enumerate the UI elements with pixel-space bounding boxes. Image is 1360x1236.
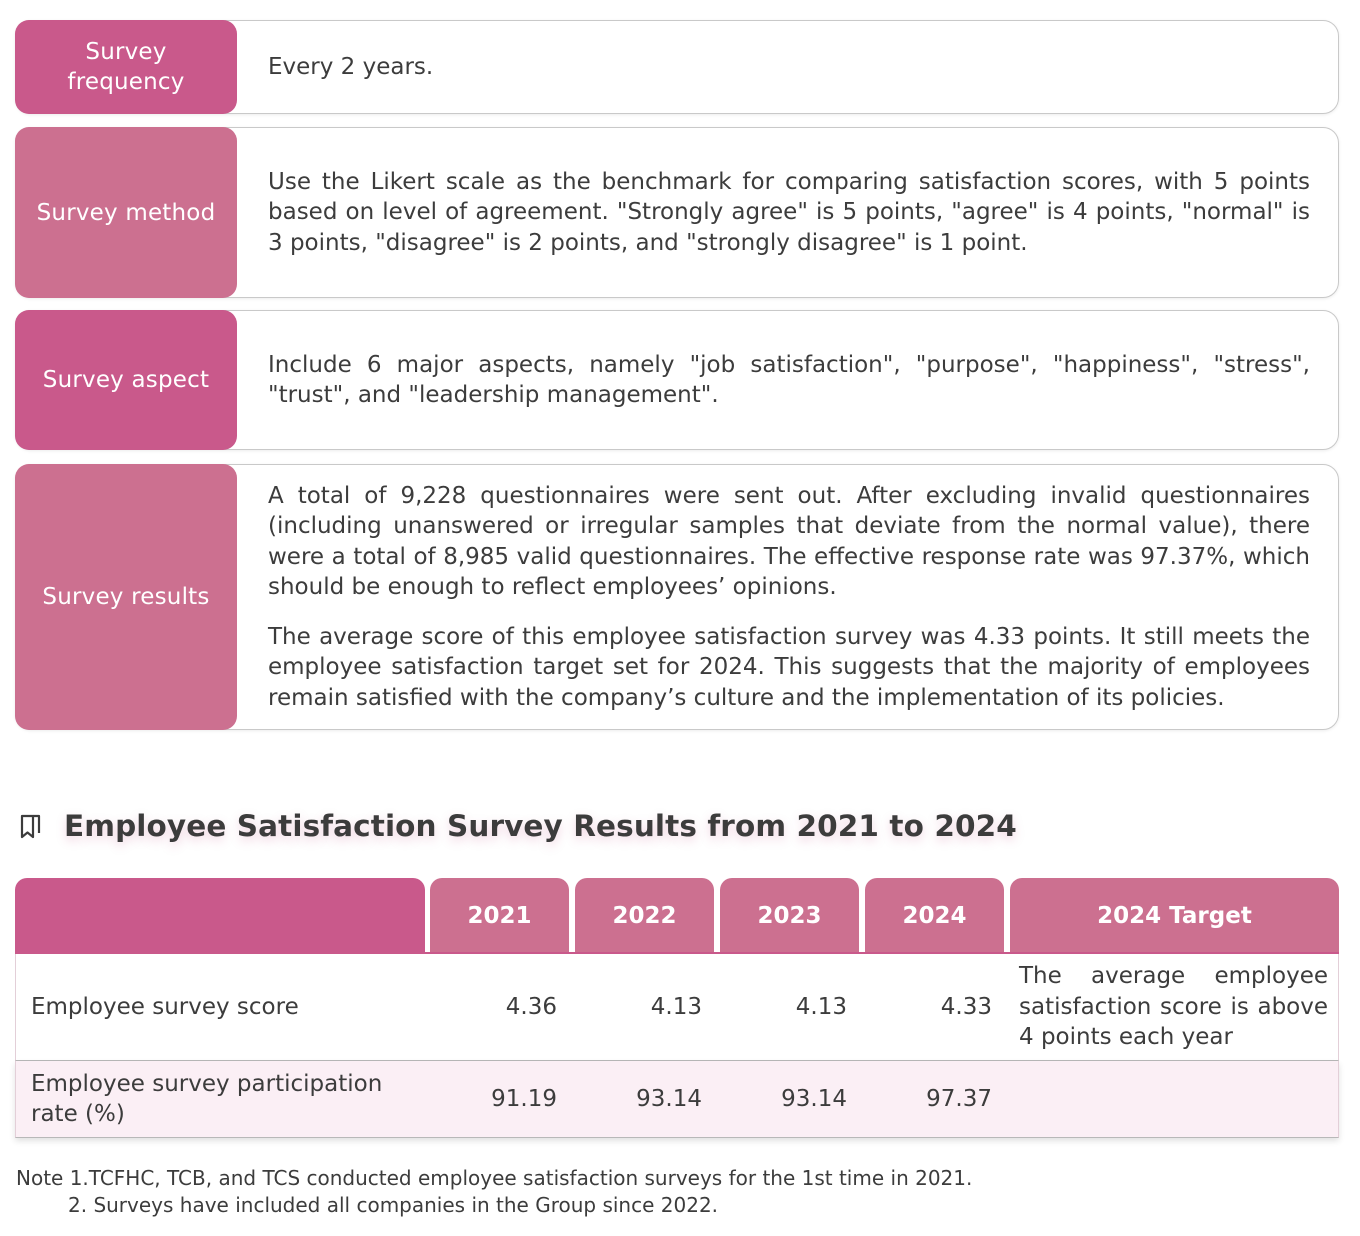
table-header-2024: 2024	[865, 878, 1004, 954]
survey-aspect-text: Include 6 major aspects, namely "job sat…	[268, 351, 1310, 408]
footnote-1: Note 1.TCFHC, TCB, and TCS conducted emp…	[16, 1166, 973, 1190]
table-row: Employee survey score 4.36 4.13 4.13 4.3…	[15, 954, 1339, 1061]
table-header-divider	[15, 952, 1339, 954]
survey-frequency-text-block: Every 2 years.	[268, 21, 1310, 113]
survey-aspect-label: Survey aspect	[15, 310, 237, 450]
row-label-survey-score: Employee survey score	[31, 994, 299, 1020]
survey-method-text-block: Use the Likert scale as the benchmark fo…	[268, 128, 1310, 297]
cell-rate-2023: 93.14	[781, 1086, 847, 1112]
cell-score-2022: 4.13	[650, 994, 702, 1020]
survey-results-text-block: A total of 9,228 questionnaires were sen…	[268, 465, 1310, 729]
survey-aspect-text-block: Include 6 major aspects, namely "job sat…	[268, 311, 1310, 449]
cell-score-target: The average employee satisfaction score …	[1019, 963, 1328, 1051]
table-header-2021: 2021	[430, 878, 569, 954]
info-row-survey-results: Survey results A total of 9,228 question…	[15, 464, 1339, 730]
footnotes: Note 1.TCFHC, TCB, and TCS conducted emp…	[16, 1165, 972, 1219]
info-row-survey-method: Survey method Use the Likert scale as th…	[15, 127, 1339, 298]
cell-rate-2024: 97.37	[926, 1086, 992, 1112]
table-header-target: 2024 Target	[1010, 878, 1339, 954]
section-title: Employee Satisfaction Survey Results fro…	[64, 809, 1017, 843]
table-header-2022: 2022	[575, 878, 714, 954]
cell-rate-2022: 93.14	[636, 1086, 702, 1112]
table-row: Employee survey participation rate (%) 9…	[15, 1061, 1339, 1138]
info-row-survey-aspect: Survey aspect Include 6 major aspects, n…	[15, 310, 1339, 450]
cell-score-2024: 4.33	[940, 994, 992, 1020]
table-header-corner	[15, 878, 425, 954]
cell-score-2023: 4.13	[795, 994, 847, 1020]
survey-results-label: Survey results	[15, 464, 237, 730]
footnote-2: 2. Surveys have included all companies i…	[68, 1193, 719, 1217]
survey-method-label: Survey method	[15, 127, 237, 298]
cell-score-2021: 4.36	[505, 994, 557, 1020]
survey-frequency-text: Every 2 years.	[268, 53, 434, 80]
bookmark-icon	[20, 814, 41, 839]
row-label-participation-rate: Employee survey participation rate (%)	[31, 1071, 383, 1127]
table-header-2023: 2023	[720, 878, 859, 954]
section-heading: Employee Satisfaction Survey Results fro…	[18, 802, 1017, 850]
survey-results-paragraph-2: The average score of this employee satis…	[268, 623, 1310, 711]
info-row-survey-frequency: Survey frequency Every 2 years.	[15, 20, 1339, 114]
survey-results-paragraph-1: A total of 9,228 questionnaires were sen…	[268, 483, 1310, 601]
cell-rate-2021: 91.19	[491, 1086, 557, 1112]
survey-method-text: Use the Likert scale as the benchmark fo…	[268, 168, 1310, 256]
cell-rate-target	[1019, 1061, 1328, 1137]
survey-frequency-label: Survey frequency	[15, 20, 237, 114]
